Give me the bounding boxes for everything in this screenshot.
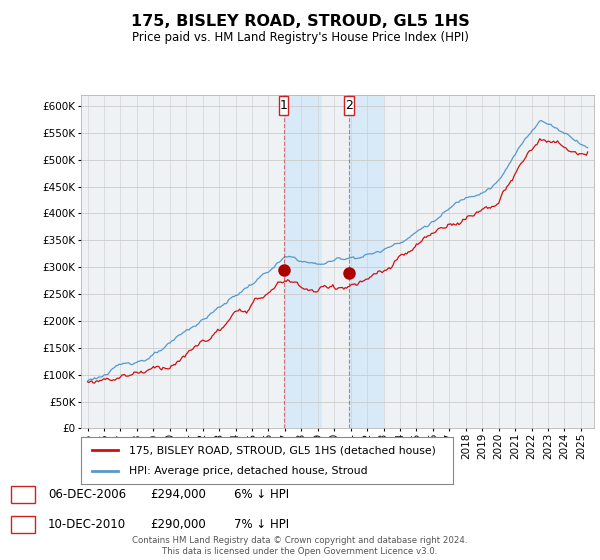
Bar — [284, 95, 322, 428]
Text: 10-DEC-2010: 10-DEC-2010 — [48, 517, 126, 531]
FancyBboxPatch shape — [344, 96, 354, 115]
FancyBboxPatch shape — [278, 96, 289, 115]
Text: 2: 2 — [346, 99, 353, 112]
Text: 175, BISLEY ROAD, STROUD, GL5 1HS: 175, BISLEY ROAD, STROUD, GL5 1HS — [131, 14, 469, 29]
Text: Price paid vs. HM Land Registry's House Price Index (HPI): Price paid vs. HM Land Registry's House … — [131, 31, 469, 44]
Text: £290,000: £290,000 — [150, 517, 206, 531]
Bar — [349, 95, 383, 428]
Text: 7% ↓ HPI: 7% ↓ HPI — [234, 517, 289, 531]
Text: 6% ↓ HPI: 6% ↓ HPI — [234, 488, 289, 501]
Text: 1: 1 — [19, 488, 26, 501]
Text: 2: 2 — [19, 517, 26, 531]
Text: £294,000: £294,000 — [150, 488, 206, 501]
Text: 1: 1 — [280, 99, 287, 112]
Text: HPI: Average price, detached house, Stroud: HPI: Average price, detached house, Stro… — [130, 466, 368, 476]
Text: 175, BISLEY ROAD, STROUD, GL5 1HS (detached house): 175, BISLEY ROAD, STROUD, GL5 1HS (detac… — [130, 445, 436, 455]
Text: Contains HM Land Registry data © Crown copyright and database right 2024.
This d: Contains HM Land Registry data © Crown c… — [132, 536, 468, 556]
Text: 06-DEC-2006: 06-DEC-2006 — [48, 488, 126, 501]
